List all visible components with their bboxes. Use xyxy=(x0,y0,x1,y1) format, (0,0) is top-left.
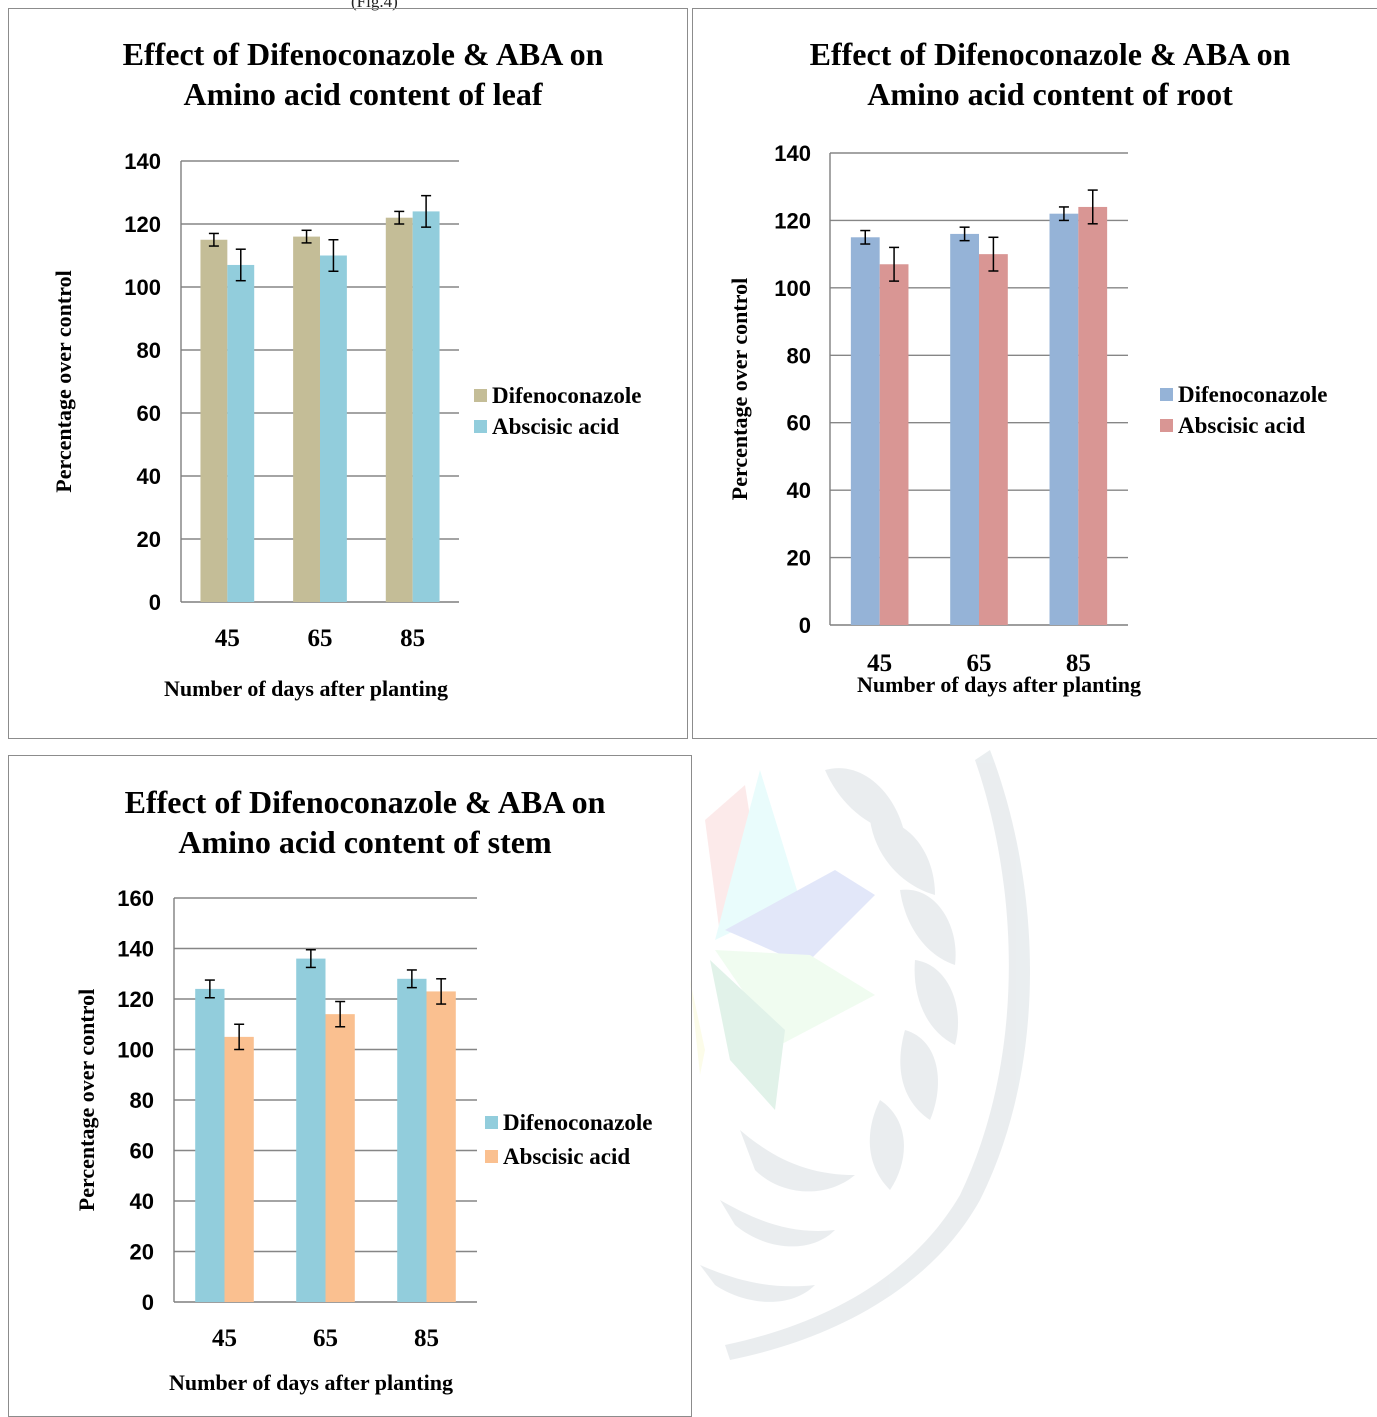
bar-chart-leaf: Effect of Difenoconazole & ABA on Amino a… xyxy=(51,36,641,701)
x-category-label: 45 xyxy=(212,1325,237,1352)
bar-difenoconazole xyxy=(385,217,413,602)
bar-difenoconazole xyxy=(1049,213,1079,625)
bar-chart-root: Effect of Difenoconazole & ABA on Amino a… xyxy=(727,36,1327,697)
y-tick-label: 0 xyxy=(799,613,811,638)
x-axis-title: Number of days after planting xyxy=(857,672,1141,697)
y-tick-label: 0 xyxy=(142,1290,154,1315)
chart-title-line: Effect of Difenoconazole & ABA on xyxy=(123,36,604,72)
chart-panel-root: Effect of Difenoconazole & ABA on Amino a… xyxy=(692,8,1377,739)
y-tick-label: 160 xyxy=(117,886,154,911)
x-category-label: 85 xyxy=(414,1325,439,1352)
y-tick-label: 40 xyxy=(787,478,811,503)
y-tick-label: 120 xyxy=(774,208,811,233)
y-tick-label: 40 xyxy=(130,1189,154,1214)
y-tick-label: 100 xyxy=(774,276,811,301)
legend-label: Difenoconazole xyxy=(503,1110,652,1135)
bar-abscisic-acid xyxy=(979,254,1008,625)
y-axis-title: Percentage over control xyxy=(51,270,76,492)
x-category-label: 45 xyxy=(867,650,892,677)
bar-abscisic-acid xyxy=(224,1036,254,1302)
legend-swatch xyxy=(485,1116,498,1129)
bar-abscisic-acid xyxy=(227,264,255,602)
legend-label: Abscisic acid xyxy=(503,1144,630,1169)
legend-label: Difenoconazole xyxy=(1178,382,1327,407)
y-tick-label: 80 xyxy=(137,338,161,363)
y-tick-label: 100 xyxy=(124,275,161,300)
y-tick-label: 20 xyxy=(137,527,161,552)
chart-title-line: Amino acid content of stem xyxy=(178,824,552,860)
y-axis-title: Percentage over control xyxy=(727,278,752,500)
chart-title-line: Effect of Difenoconazole & ABA on xyxy=(810,36,1291,72)
x-axis-title: Number of days after planting xyxy=(164,676,448,701)
chart-title-line: Effect of Difenoconazole & ABA on xyxy=(125,784,606,820)
y-tick-label: 140 xyxy=(117,937,154,962)
y-tick-label: 0 xyxy=(149,590,161,615)
bar-abscisic-acid xyxy=(412,211,440,602)
bar-abscisic-acid xyxy=(426,991,456,1302)
y-tick-label: 120 xyxy=(117,987,154,1012)
chart-panel-stem: Effect of Difenoconazole & ABA on Amino a… xyxy=(8,755,692,1417)
bar-abscisic-acid xyxy=(879,264,909,625)
x-category-label: 45 xyxy=(215,625,240,652)
y-tick-label: 60 xyxy=(137,401,161,426)
bar-difenoconazole xyxy=(296,958,326,1302)
bar-abscisic-acid xyxy=(1078,206,1108,625)
legend-swatch xyxy=(485,1150,498,1163)
legend-swatch xyxy=(1160,388,1173,401)
y-tick-label: 60 xyxy=(130,1139,154,1164)
legend-swatch xyxy=(474,389,487,402)
y-tick-label: 60 xyxy=(787,411,811,436)
y-tick-label: 80 xyxy=(787,343,811,368)
x-category-label: 85 xyxy=(400,625,425,652)
bar-difenoconazole xyxy=(950,233,979,625)
legend-label: Abscisic acid xyxy=(1178,413,1305,438)
y-axis-title: Percentage over control xyxy=(74,989,99,1211)
x-category-label: 65 xyxy=(313,1325,338,1352)
y-tick-label: 120 xyxy=(124,212,161,237)
bar-difenoconazole xyxy=(293,236,320,602)
legend-label: Difenoconazole xyxy=(492,383,641,408)
x-axis-title: Number of days after planting xyxy=(169,1370,453,1395)
y-tick-label: 140 xyxy=(124,149,161,174)
bar-abscisic-acid xyxy=(325,1014,355,1302)
x-category-label: 65 xyxy=(967,650,992,677)
y-tick-label: 40 xyxy=(137,464,161,489)
x-category-label: 85 xyxy=(1066,650,1091,677)
chart-panel-leaf: Effect of Difenoconazole & ABA on Amino a… xyxy=(8,8,688,739)
x-category-label: 65 xyxy=(308,625,333,652)
y-tick-label: 80 xyxy=(130,1088,154,1113)
bar-abscisic-acid xyxy=(320,255,347,602)
legend-swatch xyxy=(1160,419,1173,432)
y-tick-label: 140 xyxy=(774,141,811,166)
figure-caption: (Fig.4) xyxy=(351,0,398,11)
chart-title-line: Amino acid content of leaf xyxy=(183,76,542,112)
bar-difenoconazole xyxy=(397,978,427,1302)
y-tick-label: 20 xyxy=(787,546,811,571)
chart-title-line: Amino acid content of root xyxy=(867,76,1233,112)
legend-swatch xyxy=(474,420,487,433)
legend-label: Abscisic acid xyxy=(492,414,619,439)
bar-difenoconazole xyxy=(195,988,225,1302)
y-tick-label: 100 xyxy=(117,1038,154,1063)
y-tick-label: 20 xyxy=(130,1240,154,1265)
bar-difenoconazole xyxy=(850,237,880,626)
bar-difenoconazole xyxy=(200,239,228,602)
bar-chart-stem: Effect of Difenoconazole & ABA on Amino a… xyxy=(74,784,652,1395)
